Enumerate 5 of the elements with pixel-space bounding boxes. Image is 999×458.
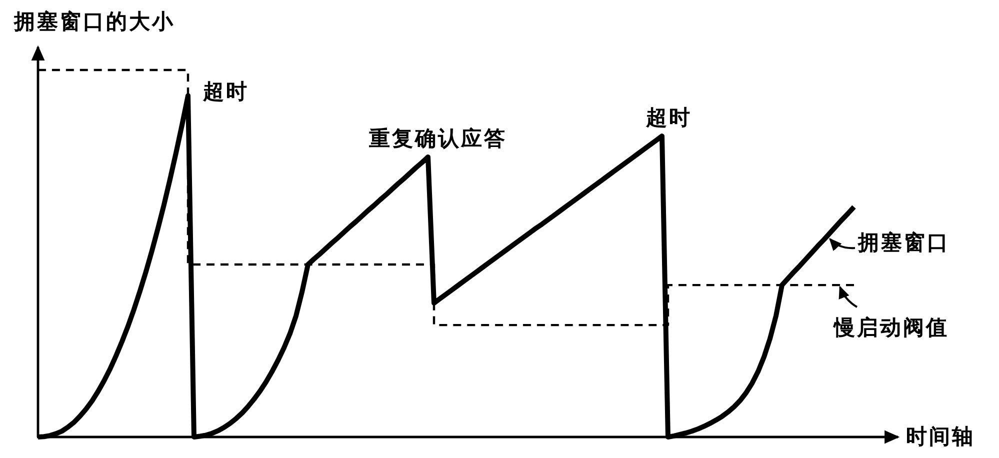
annotation: 超时	[646, 106, 692, 130]
annotation: 超时	[203, 80, 249, 104]
annotation: 重复确认应答	[369, 128, 507, 150]
xlabel: 时间轴	[906, 426, 975, 448]
ylabel: 拥塞窗口的大小	[14, 10, 175, 34]
